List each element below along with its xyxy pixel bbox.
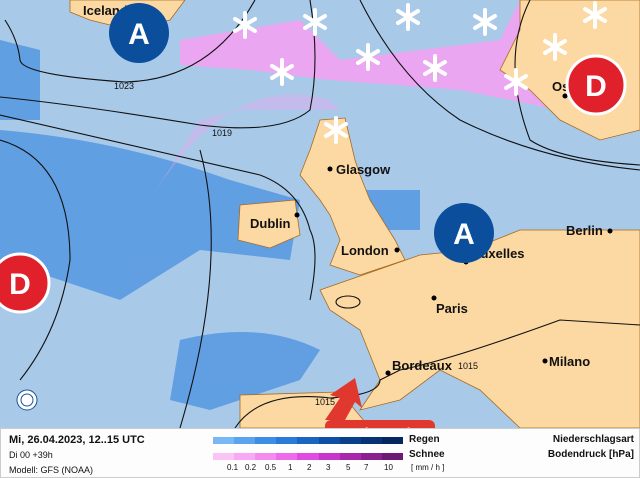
isobar-label: 1019 — [212, 128, 232, 138]
low-pressure-icon: D — [565, 54, 627, 116]
model-name: Modell: GFS (NOAA) — [9, 465, 94, 475]
rain-scale-swatch — [297, 437, 319, 444]
scale-tick: 10 — [384, 463, 393, 472]
rain-scale-swatch — [339, 437, 361, 444]
scale-tick: 7 — [364, 463, 369, 472]
legend-title-pressure: Bodendruck [hPa] — [547, 449, 634, 460]
city-label: Berlin — [566, 223, 603, 238]
snow-scale-swatch — [318, 453, 340, 460]
cities: Iceland Oslo Glasgow Dublin London Bruxe… — [83, 3, 613, 376]
city-label: Dublin — [250, 216, 290, 231]
high-pressure-icon: A — [434, 203, 494, 263]
scale-tick: 3 — [326, 463, 331, 472]
rain-scale-swatch — [381, 437, 403, 444]
city-label: Glasgow — [336, 162, 391, 177]
scale-unit: [ mm / h ] — [411, 463, 445, 472]
rain-areas — [0, 40, 420, 410]
svg-text:D: D — [9, 268, 31, 301]
snow-scale-swatch — [234, 453, 256, 460]
rain-scale-swatch — [213, 437, 235, 444]
snow-color-scale — [213, 453, 403, 460]
svg-text:D: D — [585, 70, 607, 103]
city-label: Bordeaux — [392, 358, 453, 373]
svg-text:A: A — [128, 18, 150, 51]
snow-scale-swatch — [360, 453, 382, 460]
svg-text:A: A — [453, 218, 475, 251]
isobar-label: 1015 — [458, 361, 478, 371]
rain-scale-swatch — [276, 437, 298, 444]
rain-scale-swatch — [318, 437, 340, 444]
city-label: Milano — [549, 354, 590, 369]
snow-scale-swatch — [255, 453, 277, 460]
scale-tick: 0.1 — [227, 463, 239, 472]
low-pressure-icon: D — [0, 252, 51, 314]
isobar-label: 1023 — [114, 81, 134, 91]
snow-label: Schnee — [409, 449, 445, 460]
land — [69, 0, 640, 428]
scale-tick: 0.2 — [245, 463, 257, 472]
scale-tick: 0.5 — [265, 463, 277, 472]
snow-scale-swatch — [297, 453, 319, 460]
globe-icon[interactable] — [16, 389, 38, 411]
snow-scale-swatch — [213, 453, 235, 460]
city-label: London — [341, 243, 389, 258]
isobars — [0, 0, 640, 428]
scale-tick: 5 — [346, 463, 351, 472]
forecast-run: Di 00 +39h — [9, 450, 53, 460]
rain-color-scale — [213, 437, 403, 444]
rain-scale-swatch — [360, 437, 382, 444]
scale-tick: 1 — [288, 463, 293, 472]
legend-title-type: Niederschlagsart — [552, 434, 634, 445]
isobar-label: 1015 — [315, 397, 335, 407]
arrow-icon — [325, 378, 362, 420]
rain-scale-swatch — [234, 437, 256, 444]
snow-scale-swatch — [276, 453, 298, 460]
snow-scale-swatch — [381, 453, 403, 460]
legend: Mi, 26.04.2023, 12..15 UTC Di 00 +39h Mo… — [0, 428, 640, 478]
rain-label: Regen — [409, 434, 440, 445]
snow-scale-swatch — [339, 453, 361, 460]
scale-tick: 2 — [307, 463, 312, 472]
forecast-date: Mi, 26.04.2023, 12..15 UTC — [9, 434, 145, 446]
snowflake-icons — [233, 1, 607, 144]
weather-map: 1023 1019 1015 1015 Iceland Oslo Glasgow… — [0, 0, 640, 428]
city-label: Paris — [436, 301, 468, 316]
high-pressure-icon: A — [109, 3, 169, 63]
rain-scale-swatch — [255, 437, 277, 444]
